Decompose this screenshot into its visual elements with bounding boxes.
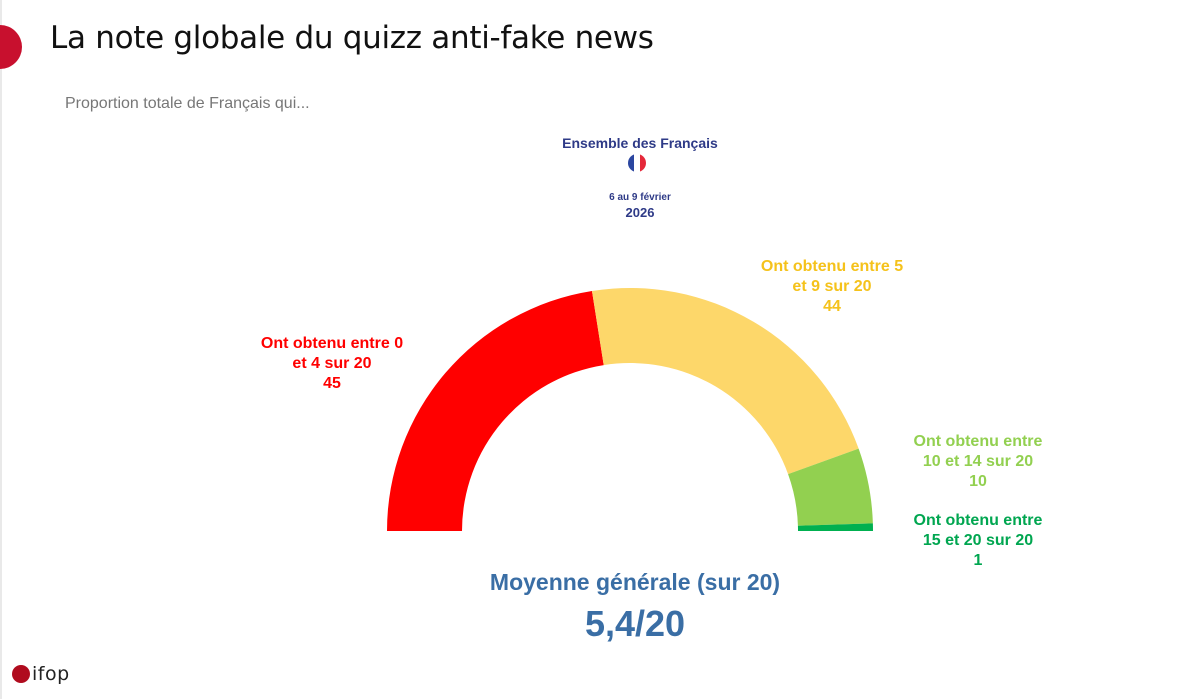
page-subtitle: Proportion totale de Français qui... xyxy=(65,95,310,112)
segment-label-10-14: Ont obtenu entre 10 et 14 sur 20 10 xyxy=(897,432,1059,492)
survey-year: 2026 xyxy=(625,205,655,220)
group-name: Ensemble des Français xyxy=(562,135,718,151)
segment-label-line: 15 et 20 sur 20 xyxy=(922,532,1034,549)
segment-value: 10 xyxy=(969,473,987,490)
gauge-segment-0 xyxy=(387,290,604,531)
page-title: La note globale du quizz anti-fake news xyxy=(50,20,654,56)
ifop-logo: ifop xyxy=(12,663,70,685)
survey-dates: 6 au 9 février xyxy=(609,192,671,203)
flag-red-band xyxy=(640,154,646,172)
segment-value: 1 xyxy=(973,552,983,569)
segment-label-line: Ont obtenu entre xyxy=(913,433,1043,450)
title-accent-dot xyxy=(0,25,22,69)
segment-label-0-4: Ont obtenu entre 0 et 4 sur 20 45 xyxy=(252,334,412,394)
page-left-border xyxy=(0,0,2,699)
mean-label: Moyenne générale (sur 20) xyxy=(489,569,781,595)
segment-label-5-9: Ont obtenu entre 5 et 9 sur 20 44 xyxy=(752,257,912,317)
segment-label-line: et 4 sur 20 xyxy=(292,355,372,372)
segment-label-15-20: Ont obtenu entre 15 et 20 sur 20 1 xyxy=(897,511,1059,571)
gauge-segment-2 xyxy=(788,448,873,526)
gauge-segment-1 xyxy=(591,288,859,475)
segment-label-line: Ont obtenu entre xyxy=(913,512,1043,529)
segment-label-line: 10 et 14 sur 20 xyxy=(922,453,1034,470)
segment-label-line: et 9 sur 20 xyxy=(792,278,872,295)
segment-value: 45 xyxy=(323,375,341,392)
flag-blue-band xyxy=(628,154,634,172)
segment-label-line: Ont obtenu entre 0 xyxy=(260,335,404,352)
ifop-logo-mark xyxy=(12,665,30,683)
mean-value: 5,4/20 xyxy=(584,603,686,644)
segment-value: 44 xyxy=(823,298,841,315)
gauge-segment-3 xyxy=(797,523,873,531)
french-flag-icon xyxy=(628,154,646,172)
flag-white-band xyxy=(634,154,640,172)
segment-label-line: Ont obtenu entre 5 xyxy=(760,258,904,275)
ifop-logo-text: ifop xyxy=(32,663,70,685)
